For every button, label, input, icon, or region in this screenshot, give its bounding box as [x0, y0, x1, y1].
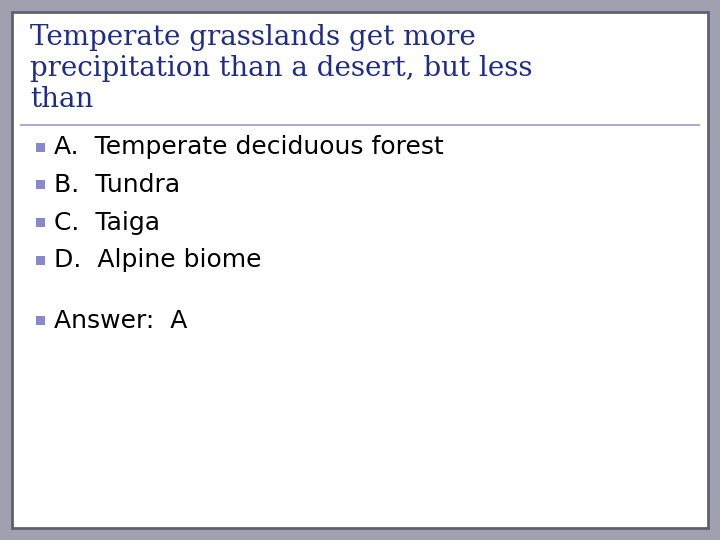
FancyBboxPatch shape: [36, 256, 45, 265]
FancyBboxPatch shape: [36, 218, 45, 227]
FancyBboxPatch shape: [36, 316, 45, 326]
Text: Temperate grasslands get more: Temperate grasslands get more: [30, 24, 476, 51]
Text: A.  Temperate deciduous forest: A. Temperate deciduous forest: [54, 135, 444, 159]
Text: than: than: [30, 86, 94, 113]
Text: C.  Taiga: C. Taiga: [54, 211, 160, 234]
Text: Answer:  A: Answer: A: [54, 309, 187, 333]
FancyBboxPatch shape: [36, 143, 45, 152]
FancyBboxPatch shape: [36, 180, 45, 190]
Text: precipitation than a desert, but less: precipitation than a desert, but less: [30, 55, 533, 82]
Text: B.  Tundra: B. Tundra: [54, 173, 180, 197]
FancyBboxPatch shape: [12, 12, 708, 528]
Text: D.  Alpine biome: D. Alpine biome: [54, 248, 261, 272]
